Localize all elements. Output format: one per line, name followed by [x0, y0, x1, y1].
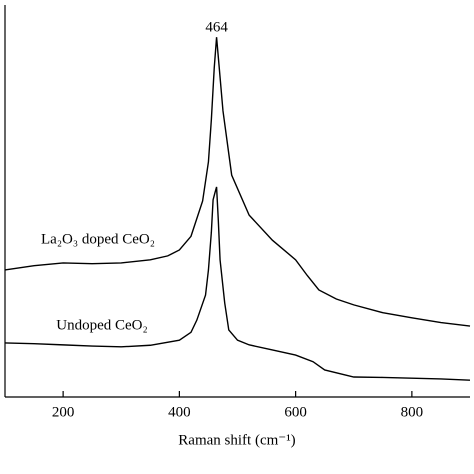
x-tick-label: 600 [284, 404, 307, 420]
series-label: La₂O₃ doped CeO₂ [41, 231, 155, 247]
series-label: Undoped CeO₂ [56, 317, 147, 333]
x-axis-label: Raman shift (cm⁻¹) [178, 432, 295, 448]
x-tick-label: 200 [52, 404, 75, 420]
x-tick-label: 400 [168, 404, 191, 420]
series-line [4, 37, 471, 327]
annotation: 464 [205, 19, 228, 35]
series-line [4, 186, 471, 381]
x-tick-label: 800 [401, 404, 424, 420]
